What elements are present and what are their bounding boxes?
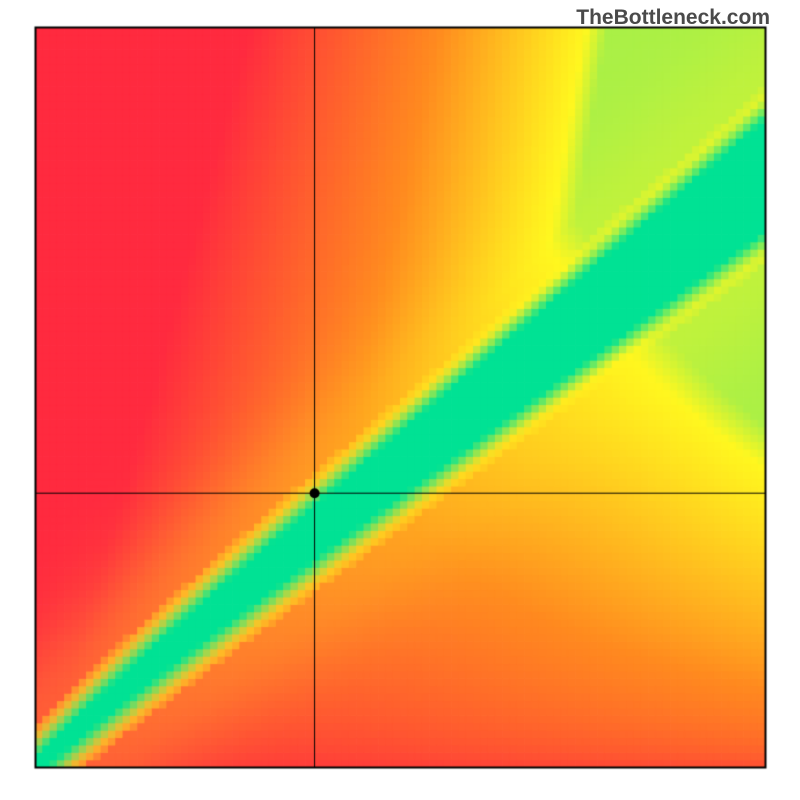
watermark-text: TheBottleneck.com <box>576 6 770 30</box>
chart-container: TheBottleneck.com <box>0 0 800 800</box>
bottleneck-heatmap-canvas <box>0 0 800 800</box>
